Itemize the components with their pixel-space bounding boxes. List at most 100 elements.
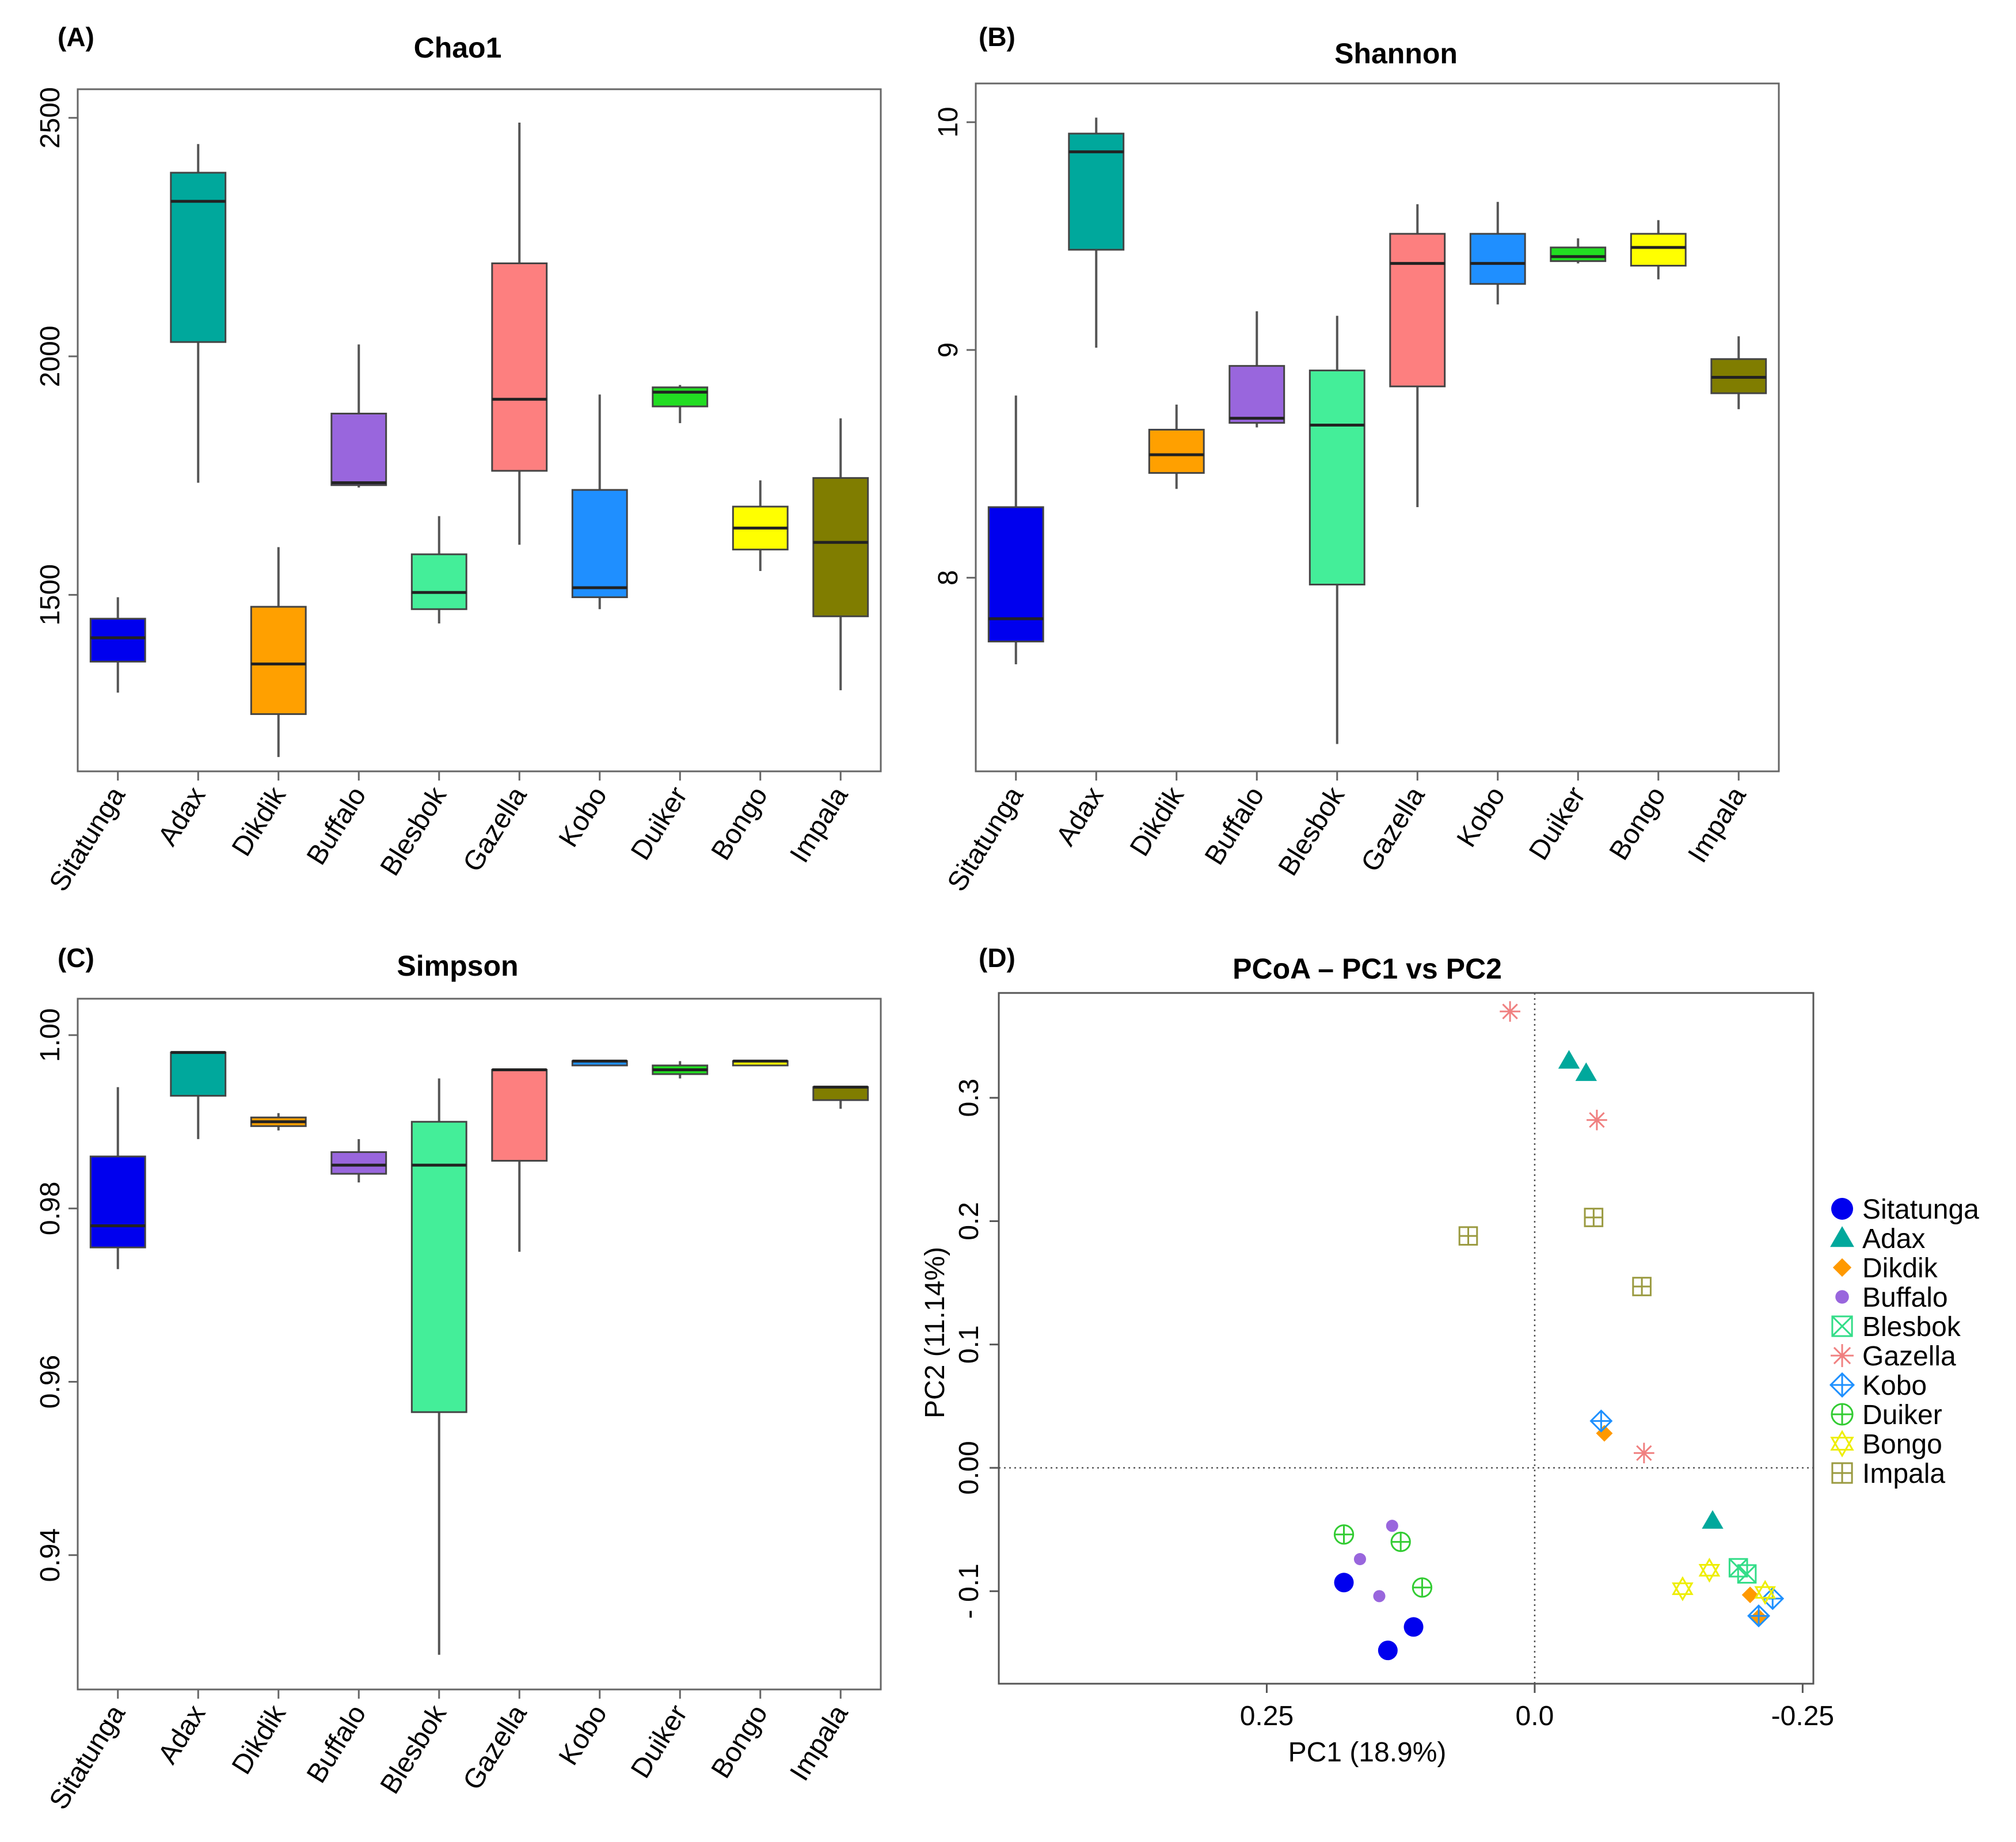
point-adax (1558, 1050, 1580, 1069)
panel-c-tag: (C) (58, 943, 94, 973)
point-kobo (1589, 1409, 1613, 1433)
pcoa-y-axis-title: PC2 (11.14%) (920, 1247, 950, 1418)
box-gazella (491, 262, 548, 472)
legend-label: Gazella (1862, 1341, 1956, 1372)
legend-marker-adax (1830, 1226, 1854, 1247)
y-tick-label: 0.96 (35, 1355, 66, 1409)
marker-shape (1830, 1437, 1854, 1457)
legend-marker-blesbok (1831, 1315, 1853, 1337)
marker-shape (1831, 1315, 1853, 1337)
point-dikdik (1741, 1586, 1759, 1604)
marker-shape (1832, 1258, 1852, 1277)
y-tick-label: - 0.1 (954, 1563, 984, 1619)
box-blesbok (410, 1121, 467, 1413)
marker-shape (1737, 1564, 1757, 1584)
marker-shape (1754, 1580, 1777, 1599)
point-impala (1458, 1226, 1478, 1246)
point-duiker (1390, 1531, 1411, 1552)
marker-shape (1636, 1445, 1652, 1461)
legend-label: Duiker (1862, 1400, 1942, 1430)
box-sitatunga (89, 618, 146, 663)
box-duiker (652, 386, 709, 408)
panel-d-title: PCoA – PC1 vs PC2 (1233, 953, 1502, 985)
marker-shape (1702, 1510, 1724, 1529)
legend-label: Buffalo (1862, 1282, 1948, 1313)
point-gazella (1633, 1443, 1654, 1464)
marker-shape (1737, 1564, 1756, 1584)
point-duiker (1412, 1577, 1433, 1598)
point-blesbok (1737, 1564, 1757, 1584)
y-tick-label: 8 (933, 570, 964, 585)
marker-shape (1698, 1564, 1721, 1583)
x-tick-label: 0.25 (1240, 1701, 1294, 1731)
legend-marker-gazella (1831, 1344, 1854, 1367)
point-gazella (1500, 1001, 1520, 1022)
y-tick-label: 10 (933, 107, 964, 138)
box-dikdik (1148, 428, 1205, 474)
marker-shape (1373, 1590, 1386, 1603)
panel-b-tag: (B) (979, 22, 1015, 52)
y-tick-label: 9 (933, 342, 964, 358)
point-duiker (1333, 1524, 1355, 1545)
point-bongo (1754, 1580, 1777, 1605)
box-kobo (1469, 233, 1526, 285)
box-bongo (1630, 233, 1687, 267)
legend-label: Impala (1862, 1459, 1945, 1489)
box-adax (170, 1051, 227, 1097)
box-blesbok (410, 553, 467, 610)
marker-shape (1502, 1003, 1518, 1019)
box-dikdik (250, 606, 307, 716)
panel-a-tag: (A) (58, 22, 94, 52)
x-tick-label: -0.25 (1771, 1701, 1834, 1731)
pcoa-x-axis-title: PC1 (18.9%) (1288, 1737, 1447, 1768)
box-buffalo (330, 412, 387, 486)
point-bongo (1672, 1576, 1694, 1601)
legend-label: Bongo (1862, 1429, 1942, 1460)
marker-shape (1386, 1520, 1398, 1532)
panel-b-title: Shannon (1334, 37, 1458, 70)
legend-label: Kobo (1862, 1371, 1927, 1401)
point-adax (1702, 1510, 1724, 1529)
marker-shape (1831, 1315, 1853, 1337)
box-sitatunga (89, 1155, 146, 1249)
box-impala (812, 1086, 869, 1101)
marker-shape (1830, 1226, 1854, 1247)
legend-label: Blesbok (1862, 1312, 1961, 1342)
y-tick-label: 0.3 (954, 1079, 984, 1117)
panel-c-title: Simpson (397, 950, 518, 982)
marker-shape (1754, 1586, 1777, 1605)
plot-frame (77, 88, 882, 772)
box-kobo (571, 489, 628, 599)
legend-marker-buffalo (1835, 1290, 1849, 1304)
plot-frame (975, 82, 1780, 772)
point-adax (1575, 1062, 1597, 1081)
legend-marker-duiker (1831, 1403, 1854, 1426)
y-tick-label: 2000 (35, 326, 66, 387)
box-blesbok (1309, 370, 1365, 586)
marker-shape (1698, 1558, 1721, 1577)
marker-shape (1575, 1062, 1597, 1081)
box-buffalo (330, 1151, 387, 1175)
plot-frame (77, 998, 882, 1691)
marker-shape (1378, 1641, 1398, 1661)
box-duiker (1550, 246, 1607, 262)
box-sitatunga (987, 506, 1044, 642)
point-buffalo (1386, 1520, 1398, 1532)
point-bongo (1698, 1558, 1721, 1583)
box-gazella (1389, 233, 1446, 387)
box-buffalo (1228, 365, 1285, 424)
y-tick-label: 0.00 (954, 1441, 984, 1494)
y-tick-label: 1.00 (35, 1008, 66, 1062)
point-impala (1584, 1208, 1604, 1227)
point-kobo (1747, 1604, 1771, 1628)
pcoa-legend: SitatungaAdaxDikdikBuffaloBlesbokGazella… (1829, 1194, 1979, 1489)
box-gazella (491, 1068, 548, 1162)
marker-shape (1833, 1346, 1851, 1365)
legend-label: Dikdik (1862, 1253, 1938, 1284)
marker-shape (1672, 1582, 1694, 1601)
y-tick-label: 0.98 (35, 1182, 66, 1235)
panel-a-title: Chao1 (414, 32, 502, 64)
marker-shape (1831, 1198, 1853, 1220)
point-sitatunga (1403, 1617, 1424, 1637)
